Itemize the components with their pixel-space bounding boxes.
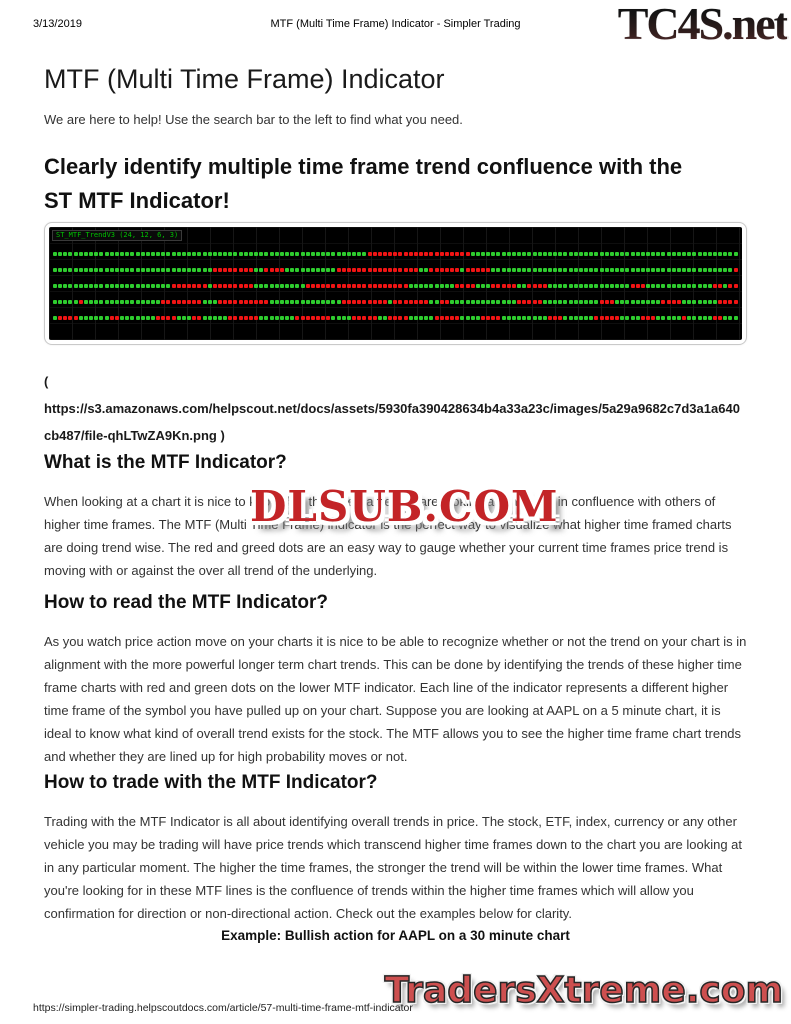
indicator-study-label: ST_MTF_TrendV3 (24, 12, 6, 3)	[52, 230, 183, 241]
mtf-dot-row-higher-timeframe-2	[53, 268, 738, 272]
headline: Clearly identify multiple time frame tre…	[44, 154, 683, 213]
mtf-dot-row-higher-timeframe-1	[53, 252, 738, 256]
image-source-link: ( https://s3.amazonaws.com/helpscout.net/…	[44, 368, 747, 449]
paren-open: (	[44, 374, 49, 389]
intro-text: We are here to help! Use the search bar …	[44, 112, 463, 127]
tc4s-watermark-logo: TC4S.net	[617, 0, 789, 49]
section-heading-how-to-read: How to read the MTF Indicator?	[44, 592, 328, 613]
section-body-how-to-read: As you watch price action move on your c…	[44, 634, 747, 764]
mtf-chart-panel: ST_MTF_TrendV3 (24, 12, 6, 3)	[49, 227, 742, 340]
tradersxtreme-watermark-logo: TradersXtreme.com	[384, 969, 784, 1012]
page-title: MTF (Multi Time Frame) Indicator	[44, 64, 445, 94]
image-url-text: https://s3.amazonaws.com/helpscout.net/d…	[44, 401, 740, 443]
section-heading-what-is: What is the MTF Indicator?	[44, 452, 287, 473]
dlsub-watermark: DLSUB.COM	[250, 482, 559, 531]
mtf-dot-row-higher-timeframe-5	[53, 316, 738, 320]
print-source-url: https://simpler-trading.helpscoutdocs.co…	[33, 1002, 413, 1014]
section-body-how-to-trade: Trading with the MTF Indicator is all ab…	[44, 814, 743, 921]
print-doc-title: MTF (Multi Time Frame) Indicator - Simpl…	[270, 18, 521, 30]
mtf-indicator-image: ST_MTF_TrendV3 (24, 12, 6, 3)	[44, 222, 747, 345]
section-heading-how-to-trade: How to trade with the MTF Indicator?	[44, 772, 378, 793]
print-date: 3/13/2019	[33, 18, 82, 30]
paren-close: )	[216, 428, 225, 443]
example-caption: Example: Bullish action for AAPL on a 30…	[221, 928, 570, 943]
section-body-what-is: When looking at a chart it is nice to kn…	[44, 494, 732, 578]
mtf-dot-row-higher-timeframe-3	[53, 284, 738, 288]
mtf-dot-row-higher-timeframe-4	[53, 300, 738, 304]
